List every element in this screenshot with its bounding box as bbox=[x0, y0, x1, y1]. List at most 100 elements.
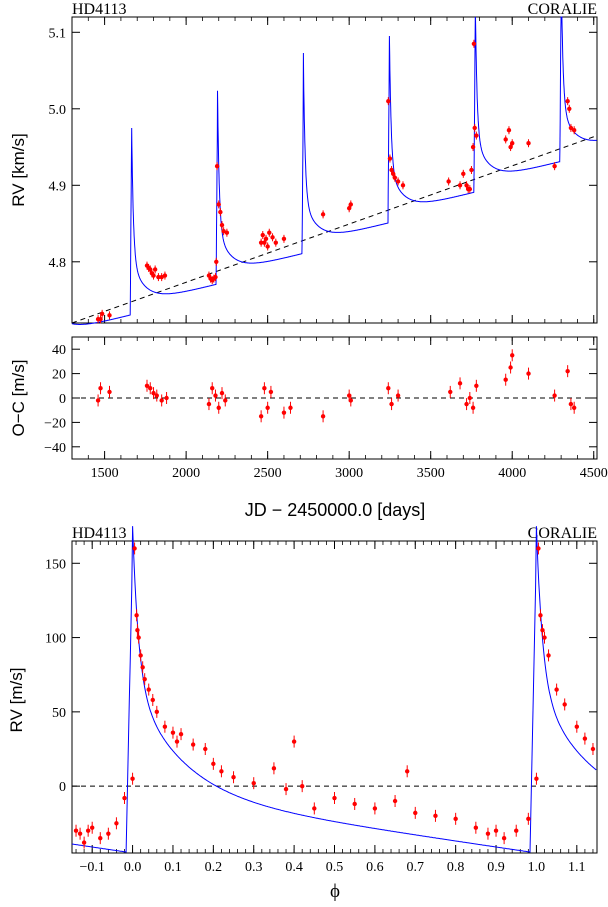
phase-point bbox=[546, 653, 551, 658]
oc-point bbox=[164, 395, 169, 401]
rv-time-point bbox=[159, 274, 164, 280]
oc-point bbox=[464, 401, 469, 407]
rv-time-point bbox=[99, 311, 105, 317]
oc-point bbox=[98, 386, 103, 391]
phase-point bbox=[562, 702, 567, 707]
phase-point bbox=[404, 769, 410, 774]
oc-xtick-label: 4000 bbox=[498, 466, 526, 481]
rv-time-point bbox=[400, 183, 406, 188]
oc-point bbox=[565, 368, 570, 374]
rv-time-point bbox=[273, 240, 279, 245]
oc-point bbox=[95, 398, 101, 403]
rv-time-title-left: HD4113 bbox=[72, 1, 127, 18]
rv-time-point bbox=[152, 267, 158, 272]
rv-time-point bbox=[214, 163, 220, 169]
rv-time-point bbox=[565, 98, 570, 104]
rv-time-point bbox=[219, 222, 225, 228]
oc-point bbox=[503, 377, 508, 382]
rv-time-point bbox=[568, 125, 574, 131]
phase-point bbox=[485, 831, 491, 836]
phase-xtick-label: 1.0 bbox=[528, 860, 546, 875]
rv-time-ytick-label: 5.0 bbox=[49, 103, 67, 118]
phase-ticks: −0.1 0.0 0.1 0.2 0.3 0.4 0.5 0.6 0.7 0.8 0.9 1.0 1.1… bbox=[45, 541, 597, 875]
phase-point bbox=[283, 786, 289, 792]
rv-time-point bbox=[320, 212, 326, 217]
phase-point bbox=[140, 665, 145, 670]
rv-time-ytick-label: 4.9 bbox=[49, 179, 67, 194]
oc-ytick-label: −40 bbox=[44, 441, 66, 456]
phase-point bbox=[219, 769, 224, 774]
phase-point bbox=[162, 724, 168, 729]
rv-time-point bbox=[265, 244, 270, 249]
rv-time-point bbox=[346, 206, 352, 211]
phase-xtick-label: 0.1 bbox=[164, 860, 182, 875]
phase-point bbox=[136, 635, 141, 640]
phase-point bbox=[231, 775, 236, 780]
oc-point bbox=[148, 386, 153, 391]
rv-time-point bbox=[474, 133, 479, 138]
rv-time-point bbox=[469, 167, 474, 173]
phase-panel: HD4113 CORALIE RV [m/s] ϕ −0.1 0.0 0.1 0.2 0… bbox=[7, 525, 598, 902]
rv-time-point bbox=[464, 183, 469, 188]
phase-xtick-label: 0.2 bbox=[205, 860, 223, 875]
phase-point bbox=[554, 687, 559, 692]
phase-point bbox=[178, 731, 184, 737]
phase-point bbox=[291, 739, 297, 744]
phase-point bbox=[413, 810, 418, 816]
rv-time-trend-line bbox=[71, 135, 598, 324]
rv-time-point bbox=[389, 167, 394, 173]
phase-point bbox=[154, 709, 160, 715]
phase-point bbox=[190, 742, 196, 747]
rv-time-point bbox=[506, 128, 512, 133]
oc-point bbox=[288, 405, 293, 410]
oc-ticks: 1500 2000 2500 3000 3500 4000 4500 −40 −20 0 20 40 bbox=[44, 337, 608, 481]
phase-point bbox=[542, 635, 547, 640]
phase-point bbox=[251, 780, 256, 786]
rv-time-point bbox=[467, 186, 473, 192]
phase-model-curve bbox=[71, 526, 597, 853]
rv-time-point bbox=[386, 98, 391, 104]
rv-time-point bbox=[387, 156, 393, 161]
phase-point bbox=[501, 835, 507, 841]
oc-point bbox=[510, 353, 515, 358]
oc-point bbox=[281, 410, 287, 415]
phase-point bbox=[135, 627, 140, 633]
phase-title-left: HD4113 bbox=[72, 525, 127, 542]
oc-point bbox=[552, 393, 557, 398]
rv-time-point bbox=[571, 128, 577, 133]
oc-point bbox=[386, 386, 391, 391]
phase-point bbox=[138, 653, 143, 658]
rv-time-ytick-label: 4.8 bbox=[49, 256, 67, 271]
rv-time-ticks: 4.8 4.9 5.0 5.1 bbox=[49, 17, 597, 323]
rv-time-point bbox=[552, 163, 557, 169]
phase-point bbox=[150, 697, 155, 703]
oc-point bbox=[448, 389, 453, 395]
rv-time-plot bbox=[71, 16, 598, 325]
oc-point bbox=[144, 383, 150, 388]
phase-point bbox=[122, 795, 127, 801]
oc-panel: O−C [m/s] JD − 2450000.0 [days] 1500 2000… bbox=[9, 336, 608, 520]
phase-point bbox=[538, 613, 543, 618]
oc-xtick-label: 2000 bbox=[172, 466, 200, 481]
oc-point bbox=[526, 371, 531, 376]
phase-point bbox=[77, 831, 83, 836]
phase-point bbox=[73, 828, 79, 833]
oc-plot bbox=[72, 349, 597, 423]
oc-ylabel: O−C [m/s] bbox=[9, 360, 28, 437]
rv-time-point bbox=[214, 259, 219, 264]
oc-point bbox=[470, 405, 476, 410]
oc-xtick-label: 3500 bbox=[417, 466, 445, 481]
phase-xtick-label: 0.8 bbox=[447, 860, 465, 875]
oc-point bbox=[508, 365, 513, 370]
rv-time-point bbox=[395, 179, 401, 184]
phase-point bbox=[170, 730, 176, 735]
phase-point bbox=[312, 806, 317, 811]
phase-point bbox=[132, 546, 137, 551]
phase-xlabel: ϕ bbox=[330, 881, 340, 902]
rv-time-point bbox=[162, 273, 168, 278]
rv-time-panel: HD4113 CORALIE RV [km/s] 4.8 4.9 5.0 5.1 bbox=[9, 1, 598, 325]
rv-time-point bbox=[471, 41, 477, 46]
phase-point bbox=[392, 798, 398, 804]
phase-point bbox=[114, 821, 119, 826]
rv-time-point bbox=[213, 274, 218, 280]
